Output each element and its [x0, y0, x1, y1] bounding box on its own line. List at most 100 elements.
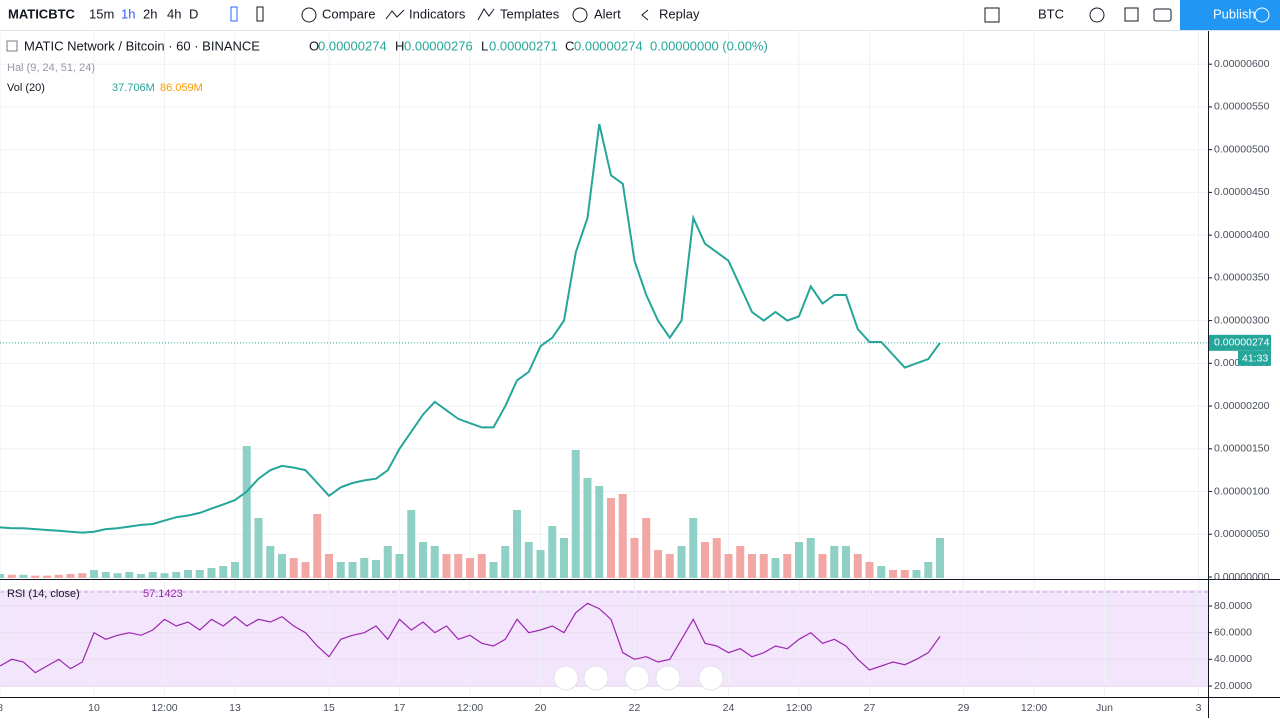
vol-ma-value: 86.059M	[160, 82, 203, 94]
price-label-bg	[1209, 334, 1271, 351]
volume-bar	[466, 558, 474, 578]
y-tick-label: 0.00000400	[1214, 229, 1270, 241]
volume-bar	[148, 572, 157, 578]
volume-bar	[254, 518, 263, 578]
publish-label[interactable]: Publish	[1213, 6, 1256, 21]
nav-button[interactable]	[624, 665, 650, 691]
settings-icon[interactable]	[1089, 7, 1105, 23]
fullscreen-icon[interactable]	[1124, 7, 1139, 22]
volume-bar	[665, 554, 674, 578]
volume-bar	[325, 554, 333, 578]
publish-play-icon[interactable]	[1254, 7, 1270, 23]
snapshot-icon[interactable]	[1153, 8, 1172, 22]
ohlc-key: L	[481, 38, 488, 53]
volume-bar	[125, 572, 134, 578]
volume-bar	[501, 546, 510, 578]
volume-bar	[630, 538, 639, 578]
volume-bar	[748, 554, 756, 578]
nav-button[interactable]	[698, 665, 724, 691]
volume-bar	[560, 538, 568, 578]
volume-bar	[900, 570, 909, 578]
volume-bar	[877, 566, 886, 578]
interval[interactable]: 1h	[121, 6, 135, 21]
x-tick-label: 15	[323, 702, 335, 714]
x-tick-label: 12:00	[457, 702, 483, 714]
volume-bar	[231, 562, 239, 578]
compare-icon[interactable]	[301, 7, 317, 23]
volume-bar	[266, 546, 275, 578]
templates-button[interactable]: Templates	[500, 6, 560, 21]
volume-bar	[889, 570, 897, 578]
rsi-value: 57.1423	[143, 588, 183, 600]
ohlc-key: O	[309, 38, 319, 53]
volume-bar	[195, 570, 204, 578]
alert-icon[interactable]	[572, 7, 588, 23]
alert-button[interactable]: Alert	[594, 6, 621, 21]
volume-bar	[771, 558, 780, 578]
x-tick-label: 12:00	[1021, 702, 1047, 714]
volume-bar	[43, 575, 51, 578]
volume-bar	[583, 478, 592, 578]
volume-bar	[172, 572, 181, 578]
indicators-icon[interactable]	[385, 9, 405, 20]
replay-icon[interactable]	[641, 9, 649, 21]
nav-button[interactable]	[553, 665, 579, 691]
volume-bar	[113, 573, 122, 578]
x-tick-label: 3	[1196, 702, 1202, 714]
change-value: 0.00000000 (0.00%)	[650, 38, 768, 53]
y-tick-label: 0.00000000	[1214, 571, 1270, 583]
interval[interactable]: 15m	[89, 6, 114, 21]
volume-bar	[477, 554, 486, 578]
volume-bar	[419, 542, 427, 578]
interval[interactable]: 2h	[143, 6, 157, 21]
ohlc-value: 0.00000274	[318, 38, 387, 53]
x-tick-label: Jun	[1096, 702, 1113, 714]
y-tick-label: 0.00000150	[1214, 443, 1270, 455]
volume-bar	[724, 554, 733, 578]
y-tick-label: 0.00000050	[1214, 528, 1270, 540]
y-tick-label: 0.00000600	[1214, 58, 1270, 70]
volume-bar	[853, 554, 862, 578]
x-tick-label: 24	[723, 702, 735, 714]
volume-bar	[806, 538, 815, 578]
volume-bar	[242, 446, 251, 578]
interval[interactable]: D	[189, 6, 198, 21]
ohlc-value: 0.00000276	[404, 38, 473, 53]
volume-bar	[430, 546, 439, 578]
price-line	[0, 123, 941, 534]
candle-icon[interactable]	[230, 6, 238, 22]
compare-button[interactable]: Compare	[322, 6, 375, 21]
volume-bar	[595, 486, 604, 578]
volume-bar	[912, 570, 921, 578]
y-tick-label: 0.00000450	[1214, 186, 1270, 198]
collapse-icon[interactable]	[6, 40, 18, 52]
bar-icon[interactable]	[256, 6, 264, 22]
currency-button[interactable]: BTC	[1038, 6, 1064, 21]
publish-button[interactable]	[1180, 0, 1280, 30]
nav-button[interactable]	[583, 665, 609, 691]
layout-icon[interactable]	[984, 7, 1000, 23]
ohlc-key: C	[565, 38, 574, 53]
volume-bar	[348, 562, 357, 578]
indicators-button[interactable]: Indicators	[409, 6, 466, 21]
symbol[interactable]: MATICBTC	[8, 6, 76, 21]
timer: 41:33	[1242, 353, 1268, 365]
interval[interactable]: 4h	[167, 6, 181, 21]
volume-bar	[571, 450, 580, 578]
volume-bar	[313, 514, 322, 578]
x-tick-label: 12:00	[151, 702, 177, 714]
templates-icon[interactable]	[477, 8, 495, 21]
replay-button[interactable]: Replay	[659, 6, 700, 21]
volume-bar	[301, 562, 310, 578]
volume-bar	[536, 550, 545, 578]
y-tick-label: 40.0000	[1214, 653, 1252, 665]
y-tick-label: 0.00000550	[1214, 101, 1270, 113]
y-tick-label: 0.00000350	[1214, 272, 1270, 284]
volume-bar	[642, 518, 651, 578]
volume-bar	[360, 558, 369, 578]
ohlc-value: 0.00000271	[489, 38, 558, 53]
volume-bar	[207, 568, 216, 578]
y-tick-label: 0.00000300	[1214, 314, 1270, 326]
nav-button[interactable]	[655, 665, 681, 691]
